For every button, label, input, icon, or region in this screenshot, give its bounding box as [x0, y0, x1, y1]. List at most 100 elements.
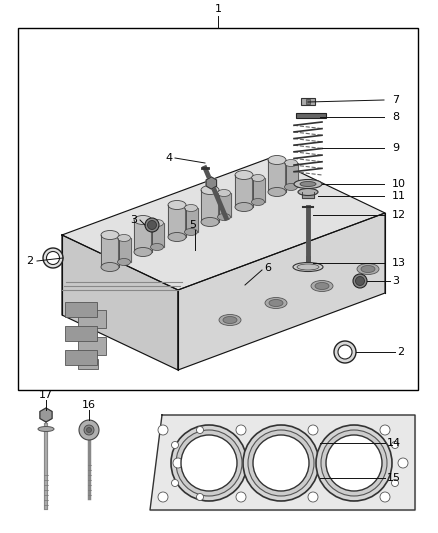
Bar: [78, 337, 106, 355]
Ellipse shape: [184, 229, 198, 236]
Text: 7: 7: [392, 95, 399, 105]
Text: 12: 12: [392, 210, 406, 220]
Text: 3: 3: [392, 276, 399, 286]
Circle shape: [46, 252, 60, 264]
Ellipse shape: [298, 189, 318, 196]
Circle shape: [334, 341, 356, 363]
Ellipse shape: [251, 198, 265, 206]
Ellipse shape: [285, 183, 297, 190]
Circle shape: [172, 441, 179, 448]
Polygon shape: [62, 158, 385, 290]
Text: 6: 6: [264, 263, 271, 273]
Ellipse shape: [235, 171, 253, 180]
Circle shape: [308, 492, 318, 502]
Ellipse shape: [251, 174, 265, 182]
Ellipse shape: [223, 317, 237, 324]
Ellipse shape: [151, 244, 163, 251]
Polygon shape: [251, 178, 265, 202]
Ellipse shape: [357, 263, 379, 274]
Bar: [78, 310, 106, 328]
Ellipse shape: [265, 297, 287, 309]
Circle shape: [172, 480, 179, 487]
Ellipse shape: [117, 235, 131, 241]
Circle shape: [338, 345, 352, 359]
Polygon shape: [302, 192, 314, 198]
Polygon shape: [206, 177, 216, 189]
Polygon shape: [268, 160, 286, 192]
Ellipse shape: [218, 190, 230, 197]
Ellipse shape: [117, 259, 131, 265]
Text: 11: 11: [392, 191, 406, 201]
Circle shape: [148, 221, 156, 230]
Ellipse shape: [235, 203, 253, 212]
Polygon shape: [168, 205, 186, 237]
Polygon shape: [235, 175, 253, 207]
Polygon shape: [218, 193, 230, 217]
Circle shape: [181, 435, 237, 491]
Circle shape: [321, 430, 387, 496]
Bar: [65, 350, 97, 365]
Ellipse shape: [297, 264, 319, 270]
Circle shape: [197, 494, 204, 500]
Polygon shape: [62, 235, 178, 370]
Circle shape: [158, 492, 168, 502]
Circle shape: [326, 435, 382, 491]
Polygon shape: [151, 223, 163, 247]
Ellipse shape: [38, 426, 54, 432]
Polygon shape: [285, 163, 297, 187]
Circle shape: [145, 218, 159, 232]
Ellipse shape: [268, 188, 286, 197]
Polygon shape: [40, 408, 52, 422]
Circle shape: [380, 425, 390, 435]
Ellipse shape: [311, 280, 333, 292]
Text: 5: 5: [190, 220, 197, 230]
Circle shape: [398, 458, 408, 468]
Text: 9: 9: [392, 143, 399, 153]
Circle shape: [316, 425, 392, 501]
Ellipse shape: [151, 220, 163, 227]
Text: 16: 16: [82, 400, 96, 410]
Text: 17: 17: [39, 390, 53, 400]
Ellipse shape: [168, 200, 186, 209]
Circle shape: [243, 425, 319, 501]
Circle shape: [171, 425, 247, 501]
Ellipse shape: [293, 262, 323, 271]
Polygon shape: [178, 213, 385, 370]
Ellipse shape: [300, 182, 316, 187]
Bar: [65, 302, 97, 317]
Ellipse shape: [285, 159, 297, 166]
Bar: [65, 326, 97, 341]
Polygon shape: [134, 220, 152, 252]
Ellipse shape: [294, 180, 322, 189]
Bar: [296, 113, 326, 118]
Text: 14: 14: [387, 438, 401, 448]
Ellipse shape: [219, 314, 241, 326]
Ellipse shape: [201, 217, 219, 227]
Circle shape: [176, 430, 242, 496]
Circle shape: [236, 492, 246, 502]
Text: 4: 4: [166, 153, 173, 163]
Circle shape: [353, 274, 367, 288]
Polygon shape: [101, 235, 119, 267]
Polygon shape: [201, 190, 219, 222]
Ellipse shape: [134, 215, 152, 224]
Circle shape: [392, 480, 399, 487]
Ellipse shape: [269, 300, 283, 306]
Circle shape: [236, 425, 246, 435]
Circle shape: [253, 435, 309, 491]
Ellipse shape: [101, 230, 119, 239]
Circle shape: [248, 430, 314, 496]
Polygon shape: [184, 208, 198, 232]
Text: 3: 3: [130, 215, 137, 225]
Circle shape: [158, 425, 168, 435]
Circle shape: [79, 420, 99, 440]
Bar: [301, 98, 315, 105]
Text: 2: 2: [397, 347, 404, 357]
Polygon shape: [150, 415, 415, 510]
Circle shape: [392, 441, 399, 448]
Ellipse shape: [101, 262, 119, 271]
Ellipse shape: [218, 214, 230, 221]
Circle shape: [197, 426, 204, 433]
Bar: [18, 28, 418, 390]
Circle shape: [173, 458, 183, 468]
